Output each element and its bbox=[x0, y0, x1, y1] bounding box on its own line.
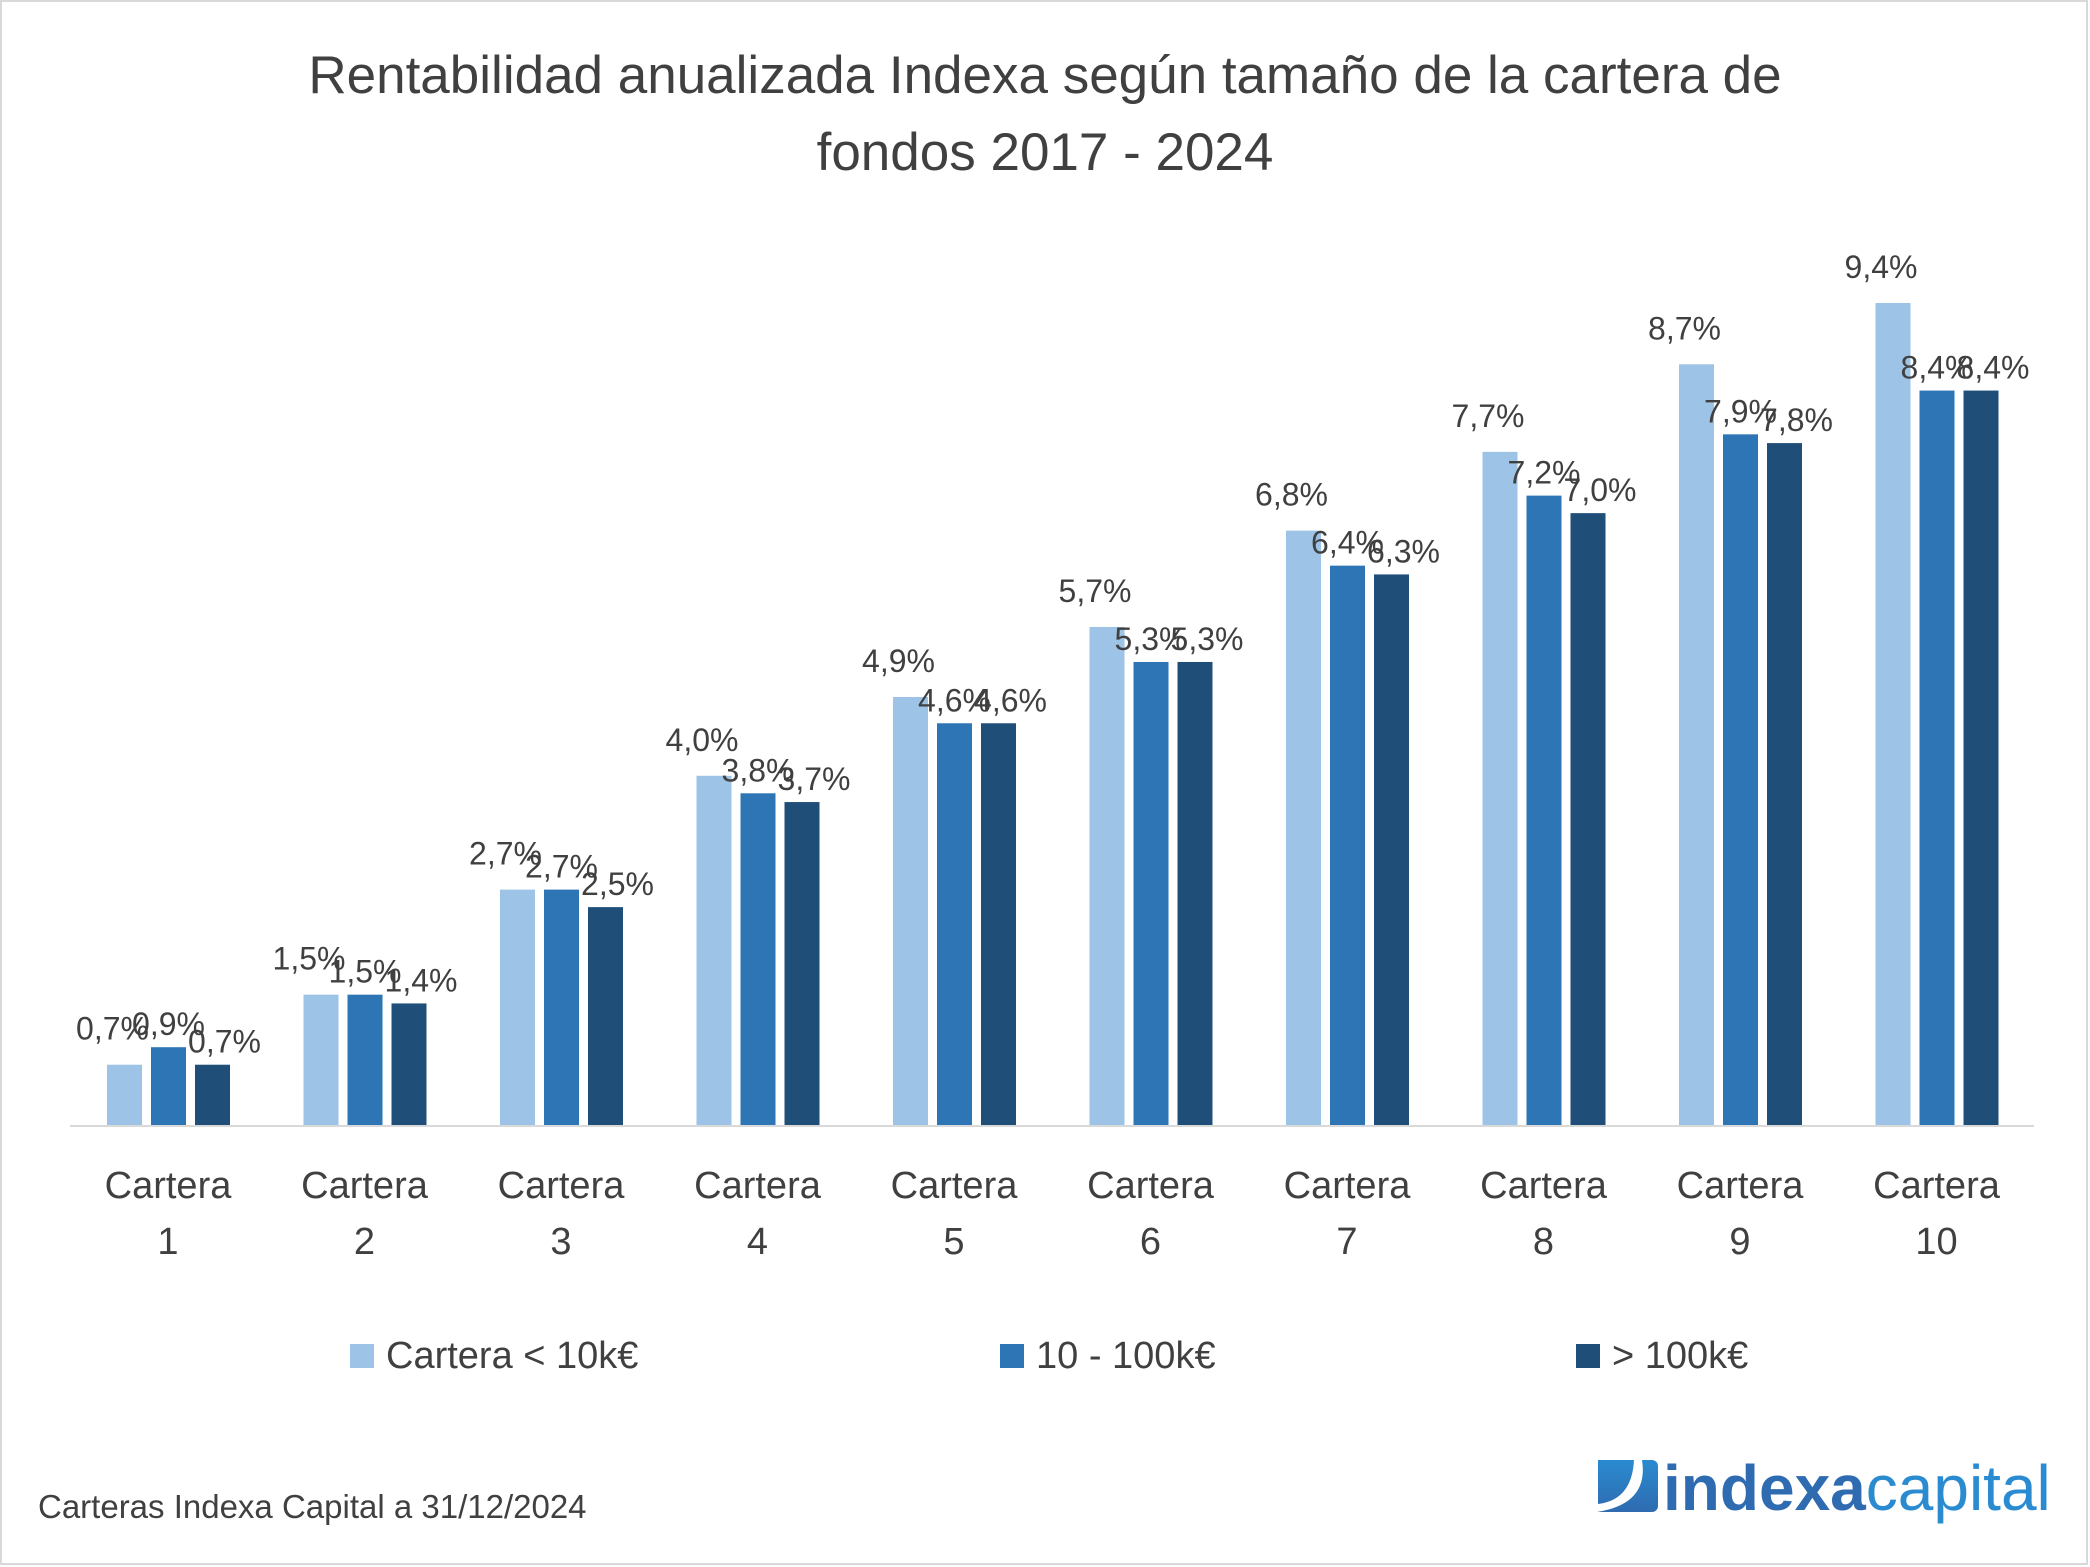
data-label: 8,4% bbox=[1901, 350, 1974, 386]
data-labels: 0,7%0,9%0,7%1,5%1,5%1,4%2,7%2,7%2,5%4,0%… bbox=[76, 249, 2029, 1060]
bar bbox=[195, 1064, 230, 1126]
bar bbox=[1286, 530, 1321, 1126]
legend-label: Cartera < 10k€ bbox=[386, 1335, 638, 1377]
legend-label: 10 - 100k€ bbox=[1036, 1335, 1216, 1377]
x-tick-label: Cartera bbox=[1284, 1165, 1412, 1207]
bar bbox=[1330, 565, 1365, 1126]
bar bbox=[1570, 513, 1606, 1126]
bar bbox=[937, 723, 972, 1126]
bar bbox=[1679, 364, 1714, 1126]
bar bbox=[740, 793, 776, 1126]
bar bbox=[1526, 495, 1562, 1126]
x-tick-label: 4 bbox=[747, 1221, 768, 1263]
legend-swatch bbox=[1576, 1344, 1600, 1368]
x-tick-label: Cartera bbox=[301, 1165, 429, 1207]
bar bbox=[1875, 303, 1911, 1126]
data-label: 8,7% bbox=[1648, 310, 1721, 346]
bar bbox=[784, 802, 820, 1126]
data-label: 7,9% bbox=[1704, 393, 1777, 429]
data-label: 6,8% bbox=[1255, 477, 1328, 513]
data-label: 1,5% bbox=[329, 954, 402, 990]
bar bbox=[1089, 626, 1125, 1126]
data-label: 0,7% bbox=[76, 1011, 149, 1047]
bar bbox=[1482, 451, 1518, 1126]
x-axis-labels: Cartera 1 Cartera 2 Cartera 3 Cartera 4 Cartera 5… bbox=[105, 1165, 2001, 1263]
data-label: 1,4% bbox=[385, 962, 458, 998]
x-tick-label: Cartera bbox=[1480, 1165, 1608, 1207]
data-label: 7,2% bbox=[1508, 455, 1581, 491]
bar bbox=[1767, 443, 1802, 1127]
x-tick-label: 9 bbox=[1729, 1221, 1750, 1263]
data-label: 7,7% bbox=[1452, 398, 1525, 434]
bar bbox=[1133, 661, 1169, 1126]
bar bbox=[544, 889, 579, 1126]
x-tick-label: Cartera bbox=[498, 1165, 626, 1207]
x-tick-label: Cartera bbox=[105, 1165, 233, 1207]
bar bbox=[1177, 661, 1213, 1126]
chart-title-line-2: fondos 2017 - 2024 bbox=[817, 123, 1274, 182]
data-label: 4,9% bbox=[862, 643, 935, 679]
svg-text:indexacapital: indexacapital bbox=[1663, 1452, 2051, 1524]
data-label: 4,0% bbox=[666, 722, 739, 758]
data-label: 5,7% bbox=[1059, 573, 1132, 609]
bar bbox=[391, 1003, 427, 1126]
data-label: 7,8% bbox=[1760, 402, 1833, 438]
x-tick-label: Cartera bbox=[1087, 1165, 1215, 1207]
bar bbox=[893, 696, 928, 1126]
data-label: 4,6% bbox=[974, 682, 1047, 718]
bar bbox=[347, 994, 383, 1126]
data-label: 0,7% bbox=[188, 1024, 261, 1060]
data-label: 0,9% bbox=[132, 1006, 205, 1042]
x-tick-label: 3 bbox=[550, 1221, 571, 1263]
x-tick-label: 1 bbox=[157, 1221, 178, 1263]
legend-swatch bbox=[1000, 1344, 1024, 1368]
data-label: 6,3% bbox=[1367, 533, 1440, 569]
data-label: 1,5% bbox=[273, 941, 346, 977]
x-tick-label: 10 bbox=[1915, 1221, 1957, 1263]
chart-title-line-1: Rentabilidad anualizada Indexa según tam… bbox=[308, 46, 1781, 105]
footer-note: Carteras Indexa Capital a 31/12/2024 bbox=[38, 1488, 587, 1525]
data-label: 5,3% bbox=[1115, 621, 1188, 657]
legend-label: > 100k€ bbox=[1612, 1335, 1748, 1377]
data-label: 8,4% bbox=[1957, 350, 2030, 386]
x-tick-label: Cartera bbox=[891, 1165, 1019, 1207]
x-tick-label: 7 bbox=[1336, 1221, 1357, 1263]
legend-swatch bbox=[350, 1344, 374, 1368]
x-tick-label: Cartera bbox=[694, 1165, 822, 1207]
bars bbox=[107, 303, 1999, 1127]
bar bbox=[1919, 390, 1955, 1126]
data-label: 4,6% bbox=[918, 682, 991, 718]
data-label: 2,7% bbox=[525, 849, 598, 885]
data-label: 3,8% bbox=[722, 752, 795, 788]
x-tick-label: 8 bbox=[1533, 1221, 1554, 1263]
logo-mark-icon bbox=[1597, 1460, 1658, 1512]
bar bbox=[1963, 390, 1999, 1126]
indexa-capital-logo: indexacapital bbox=[1597, 1452, 2051, 1524]
bar bbox=[151, 1047, 186, 1126]
data-label: 6,4% bbox=[1311, 525, 1384, 561]
data-label: 7,0% bbox=[1564, 472, 1637, 508]
bar bbox=[981, 723, 1016, 1126]
bar bbox=[1723, 434, 1758, 1126]
data-label: 2,7% bbox=[469, 836, 542, 872]
bar bbox=[500, 889, 535, 1126]
x-tick-label: Cartera bbox=[1677, 1165, 1805, 1207]
x-tick-label: 2 bbox=[354, 1221, 375, 1263]
bar bbox=[1374, 574, 1409, 1126]
data-label: 9,4% bbox=[1845, 249, 1918, 285]
bar bbox=[696, 775, 732, 1126]
data-label: 5,3% bbox=[1171, 621, 1244, 657]
data-label: 3,7% bbox=[778, 761, 851, 797]
x-tick-label: Cartera bbox=[1873, 1165, 2001, 1207]
x-tick-label: 6 bbox=[1140, 1221, 1161, 1263]
bar bbox=[588, 907, 623, 1126]
bar bbox=[107, 1064, 142, 1126]
legend: Cartera < 10k€ 10 - 100k€ > 100k€ bbox=[350, 1335, 1748, 1377]
x-tick-label: 5 bbox=[943, 1221, 964, 1263]
data-label: 2,5% bbox=[581, 866, 654, 902]
bar bbox=[303, 994, 339, 1126]
